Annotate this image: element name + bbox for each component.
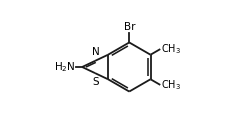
Text: Br: Br — [123, 22, 134, 32]
Text: S: S — [92, 77, 99, 87]
Text: CH$_3$: CH$_3$ — [160, 78, 180, 92]
Text: CH$_3$: CH$_3$ — [160, 42, 180, 56]
Text: H$_2$N: H$_2$N — [54, 60, 75, 74]
Text: N: N — [92, 47, 100, 57]
